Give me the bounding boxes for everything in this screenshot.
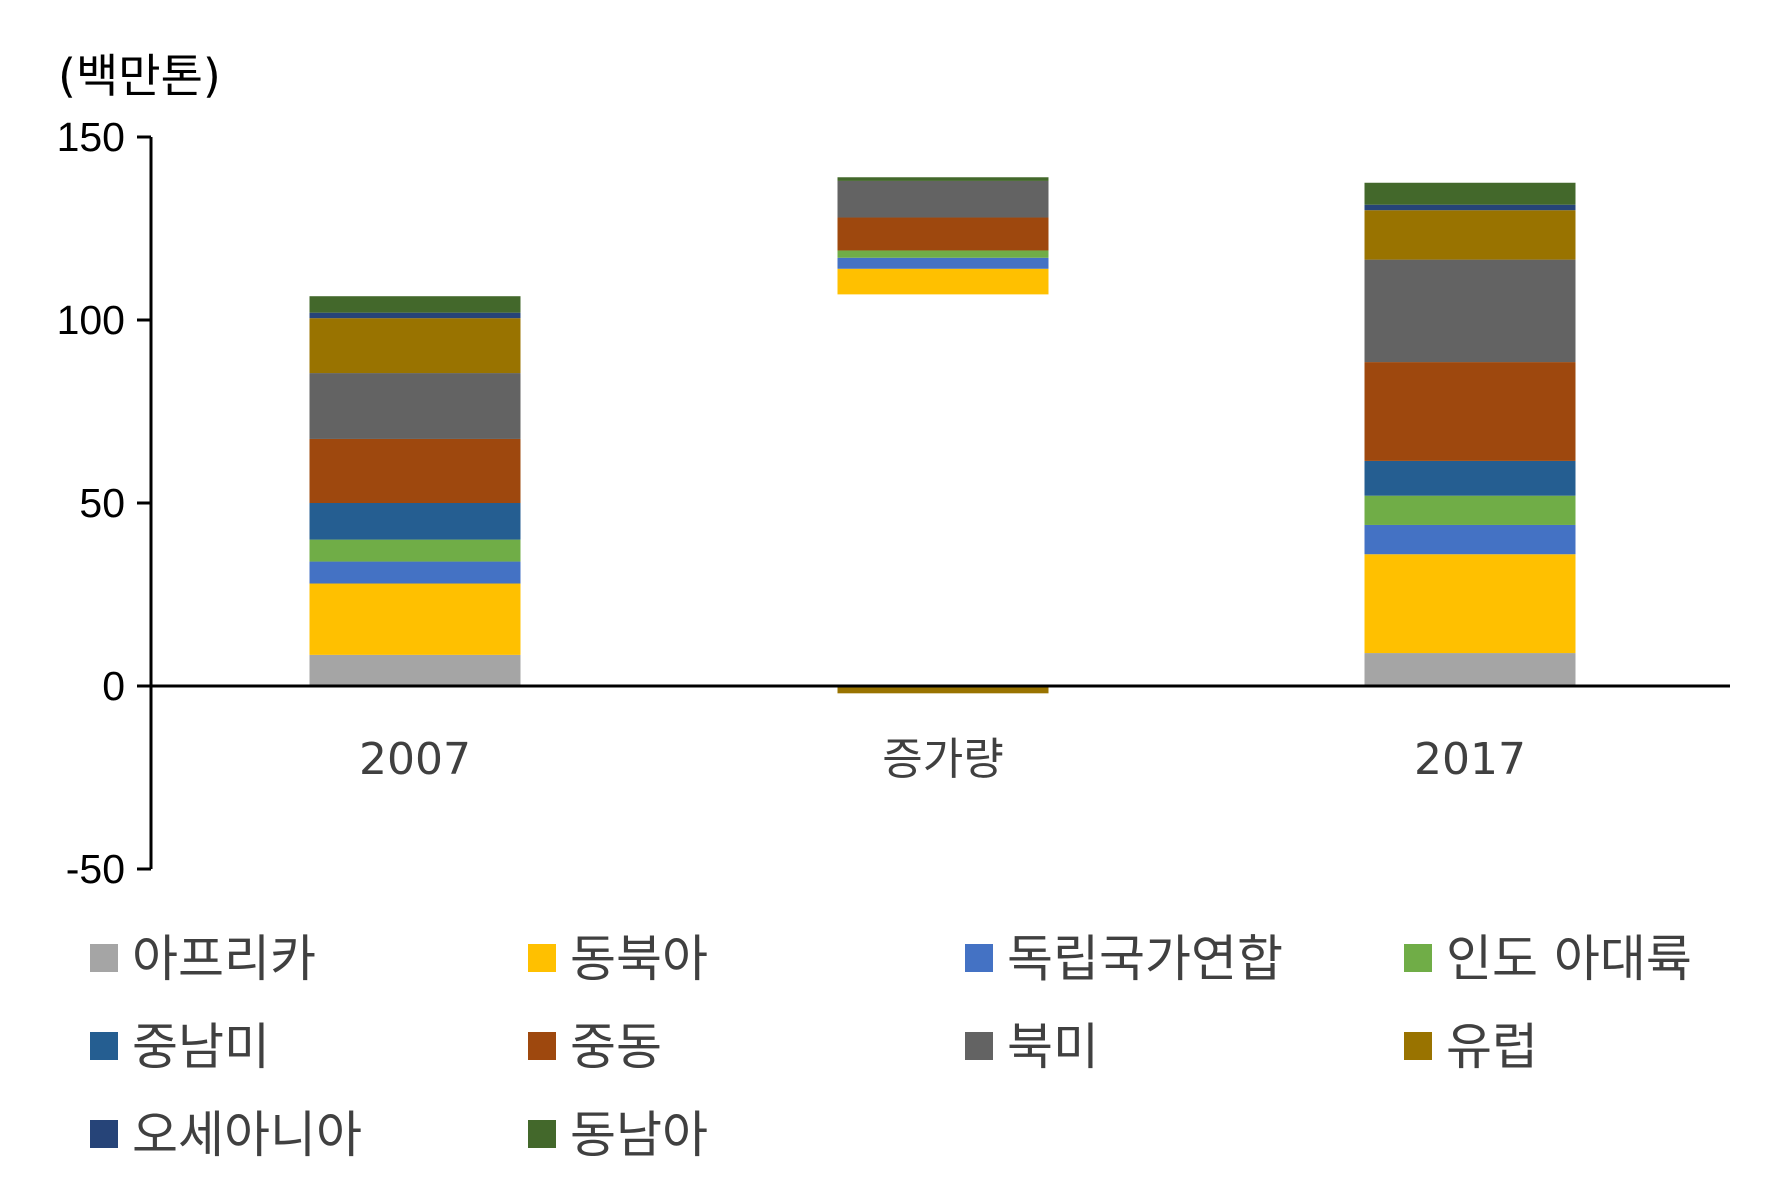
bar-segment [837,180,1049,218]
bar-segment [1364,259,1576,363]
legend-label: 아프리카 [132,930,316,988]
bar-segment [837,268,1049,295]
bar-segment [1364,204,1576,211]
legend-swatch [1404,1032,1432,1060]
bar-segment [837,686,1049,694]
legend-label: 동북아 [570,930,708,988]
bar-segment [1364,362,1576,461]
legend-item: 오세아니아 [90,1106,362,1164]
legend-swatch [528,1032,556,1060]
legend-swatch [90,944,118,972]
legend-swatch [528,1120,556,1148]
bar-segment [309,654,521,686]
legend-swatch [90,1120,118,1148]
bar-segment [1364,210,1576,260]
bar-segment [1364,554,1576,654]
legend-swatch [90,1032,118,1060]
legend-item: 중남미 [90,1018,270,1076]
legend-swatch [965,944,993,972]
bar-segment [309,503,521,540]
x-category-label: 2017 [1414,734,1526,785]
y-tick-label: 150 [57,114,125,160]
y-tick-label: -50 [66,846,125,892]
legend-label: 중남미 [132,1018,270,1076]
legend-item: 유럽 [1404,1018,1538,1076]
x-category-label: 2007 [359,734,471,785]
x-axis: 2007 증가량 2017 [151,684,1730,785]
y-tick-label: 100 [57,297,125,343]
bar-segment [1364,524,1576,555]
legend-label: 유럽 [1446,1018,1538,1076]
bar-segment [309,438,521,503]
bar-segment [1364,653,1576,686]
legend-label: 북미 [1007,1018,1099,1076]
legend-item: 독립국가연합 [965,930,1283,988]
bar-segment [837,217,1049,251]
bar-segment [309,373,521,439]
y-tick-label: 50 [79,480,125,526]
legend-label: 인도 아대륙 [1446,930,1692,988]
legend-swatch [528,944,556,972]
legend-label: 독립국가연합 [1007,930,1283,988]
legend-item: 아프리카 [90,930,316,988]
bar-segment [837,257,1049,269]
legend-label: 동남아 [570,1106,708,1164]
y-tick-label: 0 [102,663,125,709]
y-axis-unit-label: (백만톤) [58,49,221,103]
legend-item: 동북아 [528,930,708,988]
legend-item: 북미 [965,1018,1099,1076]
bar-segment [1364,495,1576,525]
legend-swatch [965,1032,993,1060]
legend-item: 동남아 [528,1106,708,1164]
bar-segment [309,312,521,319]
bar-segment [309,318,521,374]
x-category-label: 증가량 [882,734,1003,785]
y-axis: 150 100 50 0 -50 [57,114,153,892]
legend-item: 중동 [528,1018,662,1076]
bar-segment [309,296,521,313]
bars [309,177,1576,694]
bar-segment [309,539,521,562]
bar-segment [837,177,1049,181]
legend-item: 인도 아대륙 [1404,930,1692,988]
bar-segment [1364,460,1576,496]
bar-segment [309,561,521,584]
bar-segment [837,250,1049,258]
bar-segment [309,583,521,655]
legend-label: 오세아니아 [132,1106,362,1164]
legend-label: 중동 [570,1018,662,1076]
bar-segment [1364,182,1576,205]
legend-swatch [1404,944,1432,972]
